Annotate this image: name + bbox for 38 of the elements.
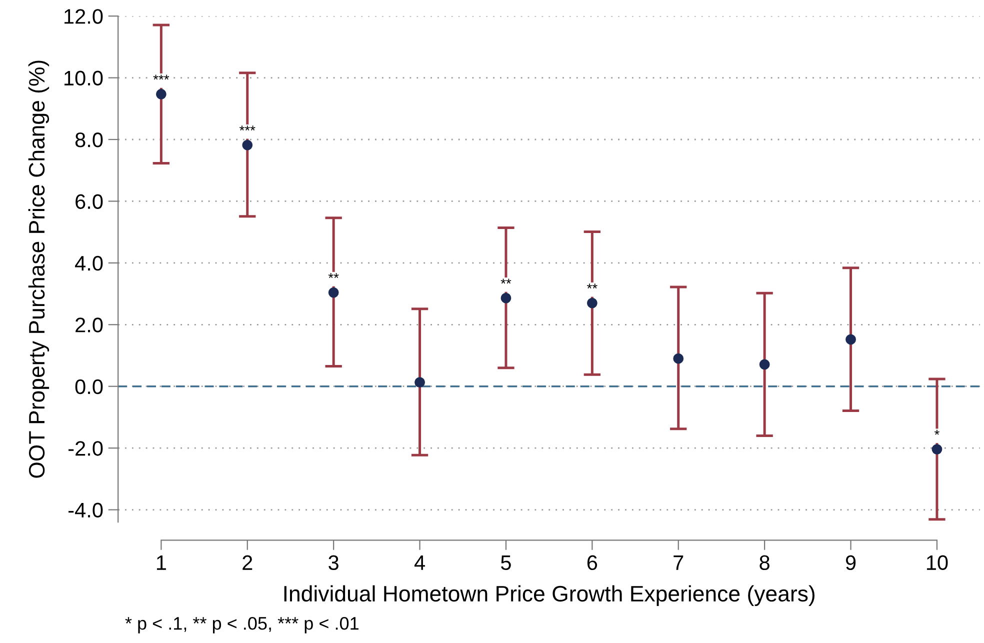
y-axis-title: OOT Property Purchase Price Change (%) (28, 60, 50, 478)
x-tick-label: 7 (674, 556, 684, 570)
point (759, 359, 770, 370)
x-tick-label: 10 (926, 555, 948, 570)
x-axis-title: Individual Hometown Price Growth Experience (years) (284, 585, 814, 606)
x-tick-label: 2 (242, 555, 252, 570)
annotation: *** (239, 126, 256, 131)
text: * p < .1, ** p < .05, *** p < .01 (125, 617, 358, 634)
y-tick-label: 2.0 (76, 318, 103, 332)
point (586, 298, 598, 308)
y-tick-label: -2.0 (68, 441, 103, 456)
x-tick-label: 1 (156, 556, 166, 570)
point (846, 334, 856, 345)
y-tick-label: 0.0 (75, 379, 103, 394)
point (156, 88, 166, 100)
annotation: * (934, 430, 940, 435)
x-tick-label: 4 (414, 556, 425, 570)
point (932, 444, 942, 455)
annotation: ** (500, 278, 512, 284)
point (500, 292, 512, 304)
annotation: ** (328, 273, 339, 278)
y-tick-label: 8.0 (75, 132, 103, 148)
x-tick-label: 8 (760, 555, 770, 570)
point (328, 287, 339, 298)
annotation: ** (586, 284, 598, 289)
x-tick-label: 6 (587, 555, 598, 570)
y-tick-label: 12.0 (64, 9, 103, 24)
y-tick-label: -4.0 (68, 502, 103, 518)
x-tick-label: 5 (501, 556, 511, 570)
x-tick-label: 9 (846, 555, 856, 570)
y-tick-label: 10.0 (64, 70, 103, 86)
point (414, 377, 425, 388)
annotation: *** (153, 74, 170, 80)
point (673, 353, 684, 364)
point (242, 140, 253, 150)
y-tick-label: 6.0 (76, 194, 103, 209)
y-tick-label: 4.0 (75, 256, 103, 271)
x-tick-label: 3 (328, 555, 338, 570)
